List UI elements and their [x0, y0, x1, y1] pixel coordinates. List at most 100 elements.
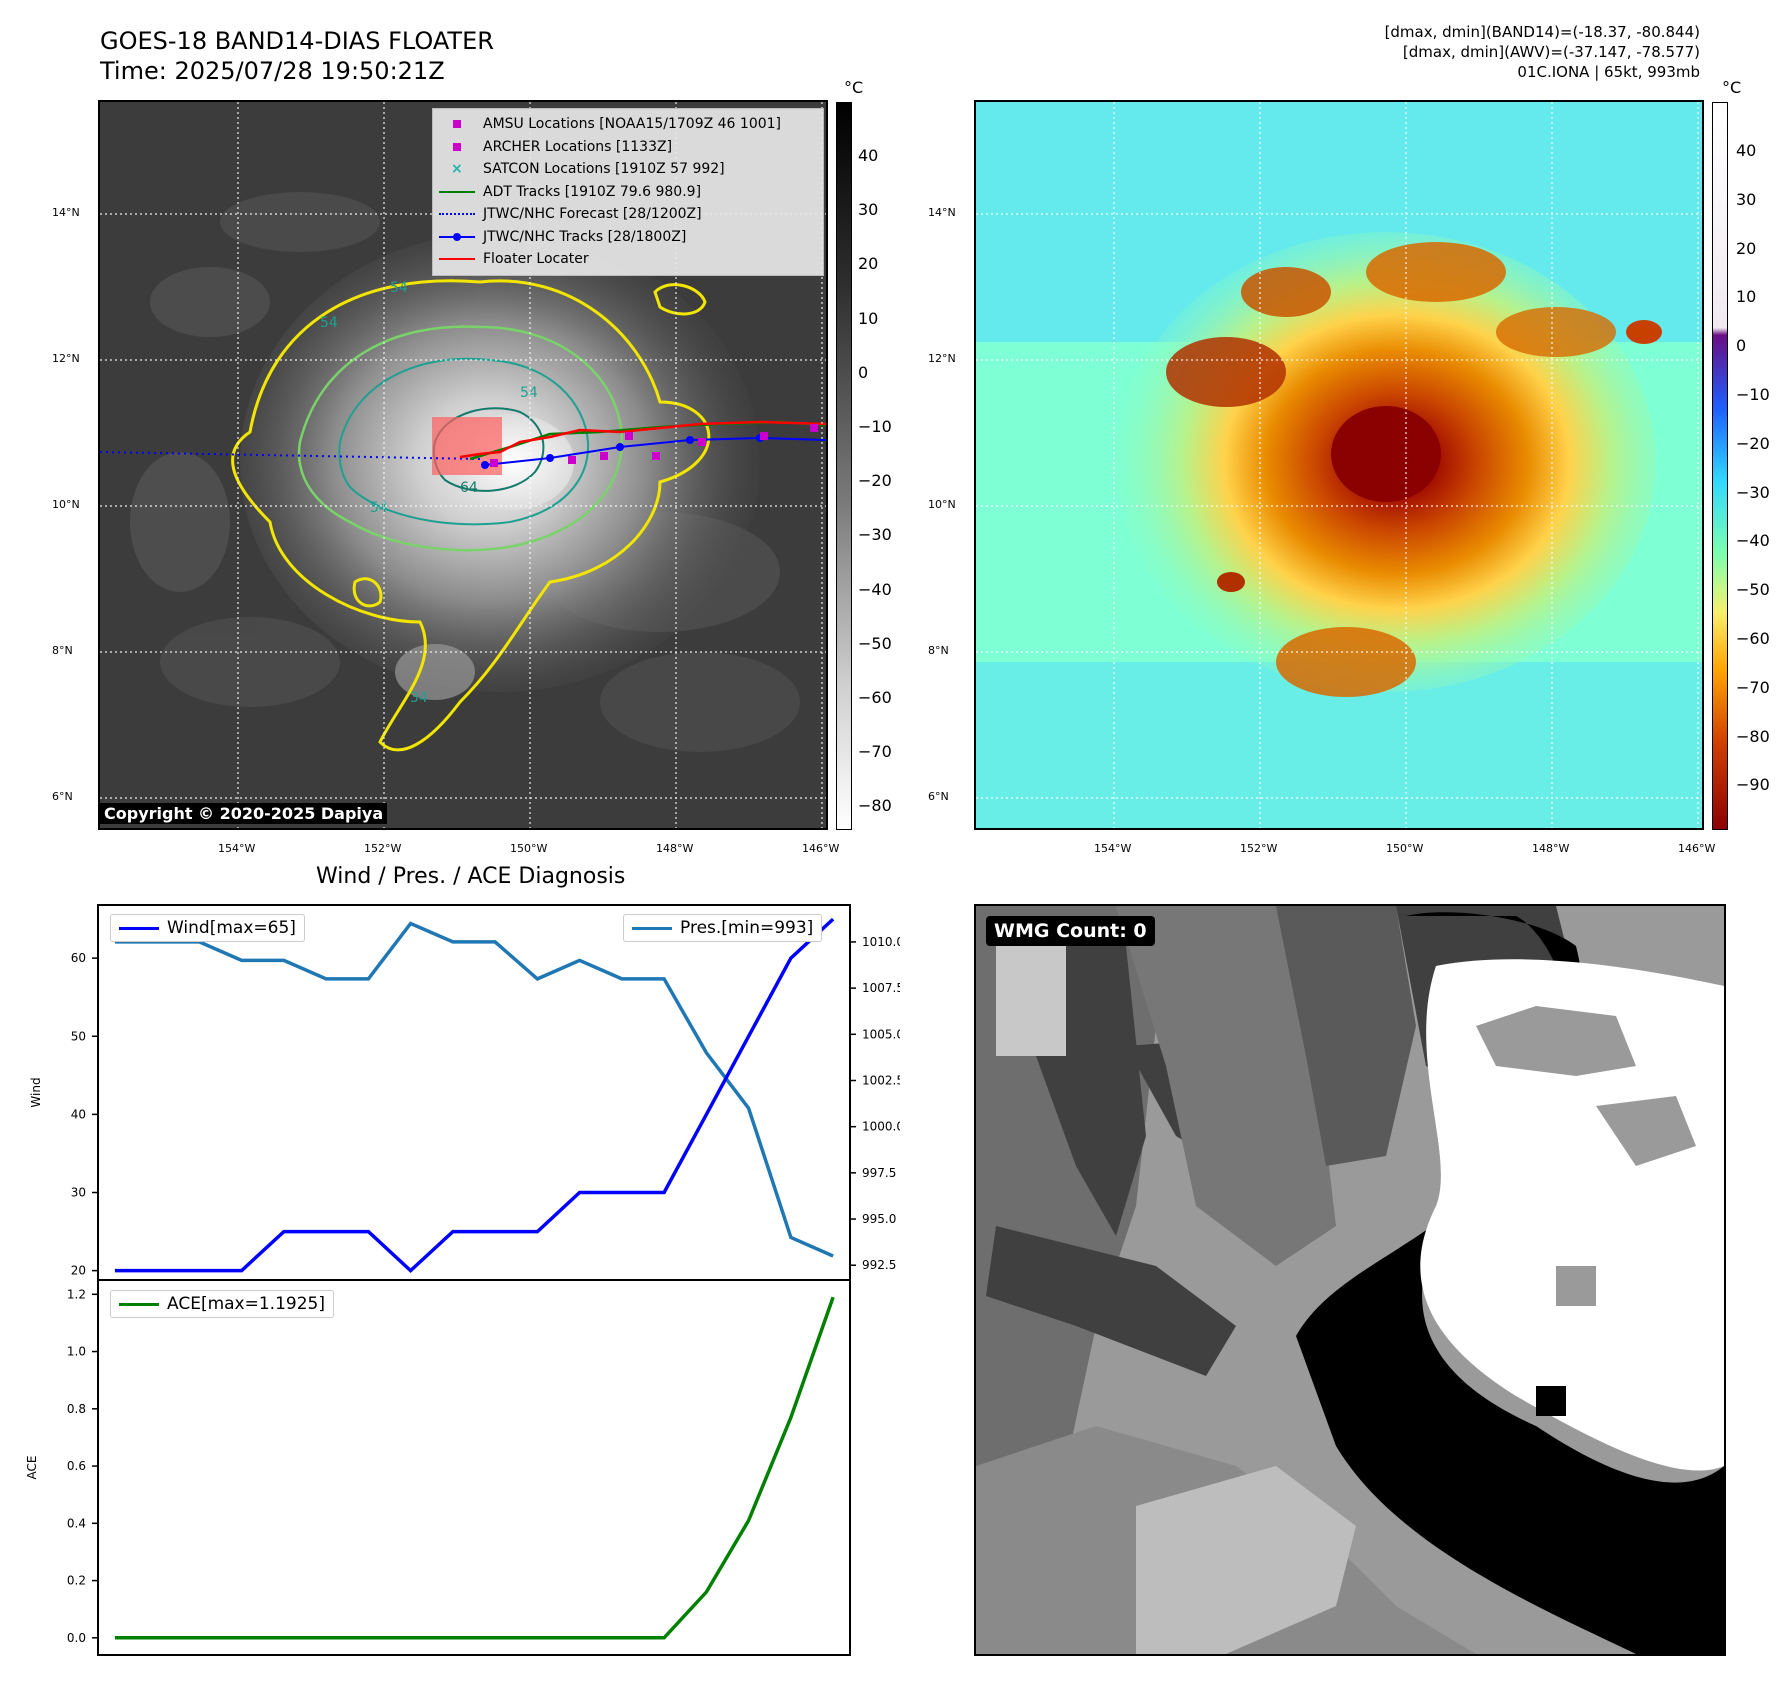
legend-entry: ARCHER Locations [1133Z]: [439, 136, 817, 159]
colorbar-tick: 40: [1736, 141, 1757, 160]
floater-track-line: [459, 420, 826, 459]
diagnosis-chart: 20 30 40 50 60 992.5 995.0 997.5 1000.0 1002.5 100…: [25, 904, 900, 1656]
contour-label: 54: [390, 280, 408, 296]
lat-label: 14°N: [52, 206, 80, 219]
contour-label: 64: [460, 480, 478, 496]
lat-label: 12°N: [52, 352, 80, 365]
wmg-white-core: [1420, 959, 1724, 1471]
wind-axis-tick-label: 40: [71, 1107, 86, 1121]
lon-label: 148°W: [1532, 842, 1570, 855]
legend-entry: JTWC/NHC Tracks [28/1800Z]: [439, 226, 817, 249]
colorbar-tick: −70: [1736, 677, 1770, 697]
ace-frame: [97, 1279, 851, 1656]
stats-block: [dmax, dmin](BAND14)=(-18.37, -80.844) […: [1385, 22, 1700, 82]
wmg-panel: WMG Count: 0: [974, 904, 1726, 1656]
legend-label: AMSU Locations [NOAA15/1709Z 46 1001]: [483, 116, 782, 132]
colorbar-tick: −70: [858, 742, 892, 762]
ace-legend-swatch: [119, 1302, 159, 1306]
lat-label: 14°N: [928, 206, 956, 219]
pressure-axis-tick-label: 1007.5: [862, 981, 900, 995]
colorbar-tick: −60: [858, 688, 892, 707]
wmg-dark-ring: [1296, 912, 1724, 1654]
colorbar-tick: −50: [858, 633, 892, 653]
colorbar-tick: −80: [1736, 726, 1770, 746]
stats-line-3: 01C.IONA | 65kt, 993mb: [1517, 63, 1700, 81]
legend-entry: × SATCON Locations [1910Z 57 992]: [439, 158, 817, 181]
ace-legend: ACE[max=1.1925]: [110, 1290, 334, 1318]
ace-axis-tick-label: 1.2: [67, 1287, 86, 1301]
colorbar-tick: 30: [1736, 189, 1757, 209]
grayscale-colorbar: [836, 102, 852, 830]
title-line-1: GOES-18 BAND14-DIAS FLOATER: [100, 27, 494, 55]
legend-symbol: [439, 141, 475, 153]
wind-legend-label: Wind[max=65]: [167, 918, 296, 938]
pressure-axis-tick-label: 1010.0: [862, 935, 900, 949]
contour-label: 54: [320, 315, 338, 331]
color-map-gridlines: [976, 102, 1702, 828]
ace-axis-tick-label: 0.0: [67, 1631, 86, 1645]
colorbar-tick: −90: [1736, 775, 1770, 795]
pressure-axis-tick-label: 997.5: [862, 1166, 896, 1180]
legend-label: ADT Tracks [1910Z 79.6 980.9]: [483, 183, 702, 200]
contour-core: [432, 407, 545, 492]
ace-axis-tick-label: 0.4: [67, 1516, 86, 1530]
colorbar-tick: −20: [858, 471, 892, 491]
lon-label: 154°W: [218, 842, 256, 855]
pressure-axis-tick-label: 992.5: [862, 1258, 896, 1272]
wind-axis-tick-label: 60: [71, 951, 86, 965]
ace-axis-tick-label: 1.0: [67, 1345, 86, 1359]
lat-label: 6°N: [52, 790, 73, 803]
pressure-axis-tick-label: 995.0: [862, 1212, 896, 1226]
stats-line-1: [dmax, dmin](BAND14)=(-18.37, -80.844): [1384, 23, 1700, 41]
colorbar-tick: 20: [1736, 238, 1757, 258]
legend-symbol: [439, 253, 475, 265]
legend-label: SATCON Locations [1910Z 57 992]: [483, 161, 725, 177]
wind-legend-swatch: [119, 926, 159, 930]
wind-axis-label: Wind: [29, 1077, 43, 1107]
ace-series-line: [114, 1296, 835, 1640]
ir-map-legend: AMSU Locations [NOAA15/1709Z 46 1001] ARC…: [432, 108, 824, 276]
contour-outer: [231, 279, 711, 752]
colorbar-tick: 10: [858, 308, 879, 328]
colorbar-tick: 20: [858, 254, 879, 274]
ace-axis-tick-label: 0.6: [67, 1459, 86, 1473]
lat-label: 10°N: [928, 498, 956, 511]
lon-label: 146°W: [802, 842, 840, 855]
pressure-legend-label: Pres.[min=993]: [680, 918, 814, 938]
legend-label: JTWC/NHC Forecast [28/1200Z]: [483, 206, 702, 222]
ace-axis-tick-label: 0.2: [67, 1574, 86, 1588]
legend-symbol: [439, 118, 475, 130]
ir-satellite-map: 54 54 64 54 54 34: [98, 100, 828, 830]
legend-symbol: [439, 186, 475, 198]
contour-inner: [338, 357, 590, 526]
colorbar-unit: °C: [844, 78, 864, 97]
wind-axis-tick-label: 30: [71, 1186, 86, 1200]
wind-series-line: [114, 917, 835, 1273]
colorbar-tick: −10: [858, 417, 892, 436]
colorbar-tick: 0: [858, 362, 869, 382]
color-colorbar: [1712, 102, 1728, 830]
lat-label: 8°N: [928, 644, 949, 657]
lon-label: 152°W: [364, 842, 402, 855]
colorbar-tick: −40: [858, 579, 892, 599]
ace-axis-tick-label: 0.8: [67, 1402, 86, 1416]
wmg-count-label: WMG Count: 0: [986, 916, 1155, 946]
ace-axis-label: ACE: [25, 1456, 39, 1480]
stats-line-2: [dmax, dmin](AWV)=(-37.147, -78.577): [1402, 43, 1700, 61]
colorbar-tick: −10: [1736, 385, 1770, 404]
colorbar-tick: 30: [858, 200, 879, 220]
colorbar-tick: 40: [858, 146, 879, 165]
lon-label: 148°W: [656, 842, 694, 855]
contour-middle: [297, 325, 624, 552]
legend-label: JTWC/NHC Tracks [28/1800Z]: [483, 228, 687, 245]
legend-symbol: ×: [451, 161, 463, 178]
lon-label: 146°W: [1678, 842, 1716, 855]
contour-label: 54: [520, 385, 538, 401]
color-storm-core: [1331, 406, 1441, 502]
amsu-archer-markers: [490, 424, 818, 467]
legend-entry: Floater Locater: [439, 248, 817, 271]
colorbar-tick: −60: [1736, 629, 1770, 648]
legend-label: ARCHER Locations [1133Z]: [483, 138, 673, 155]
colorbar-tick: 10: [1736, 287, 1757, 307]
lat-label: 12°N: [928, 352, 956, 365]
